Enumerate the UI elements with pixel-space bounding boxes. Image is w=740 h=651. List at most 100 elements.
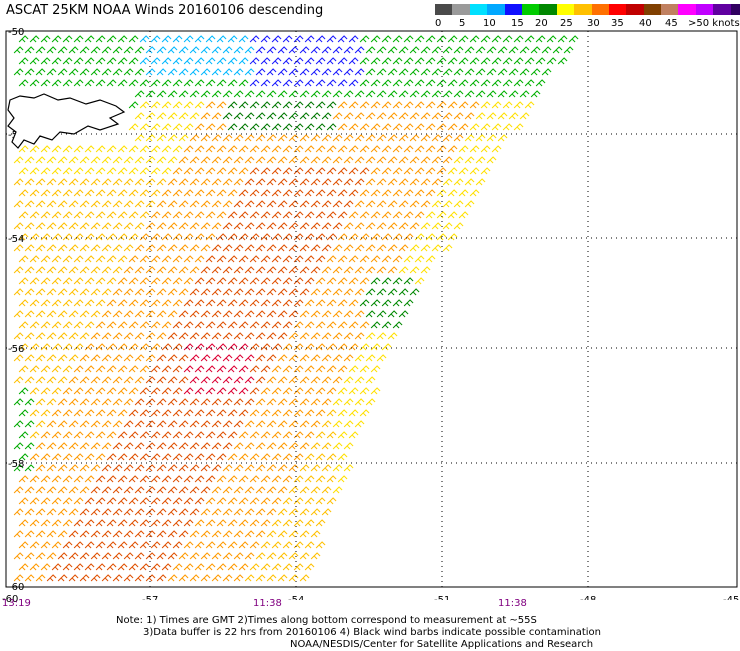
wind-barb: [79, 200, 90, 208]
wind-barb: [189, 376, 200, 384]
wind-barb: [403, 255, 414, 263]
wind-barb: [244, 178, 255, 186]
wind-barb: [24, 178, 35, 186]
legend-label: 30: [587, 18, 600, 29]
wind-barb: [106, 453, 117, 461]
wind-barb: [112, 244, 123, 252]
wind-barb: [79, 156, 90, 164]
wind-barb: [79, 310, 90, 318]
wind-barb: [458, 79, 469, 87]
wind-barb: [194, 321, 205, 329]
wind-barb: [35, 266, 46, 274]
wind-barb: [183, 211, 194, 219]
wind-barb: [260, 145, 271, 153]
wind-barb: [271, 387, 282, 395]
wind-barb: [255, 244, 266, 252]
wind-barb: [79, 376, 90, 384]
wind-barb: [222, 266, 233, 274]
wind-barb: [425, 255, 436, 263]
legend-label: 0: [435, 18, 442, 29]
wind-barb: [150, 475, 161, 483]
wind-barb: [288, 68, 299, 76]
wind-barb: [326, 497, 337, 505]
wind-barb: [464, 156, 475, 164]
wind-barb: [123, 442, 134, 450]
wind-barb: [277, 508, 288, 516]
wind-barb: [161, 167, 172, 175]
wind-barb: [348, 123, 359, 131]
wind-barb: [128, 321, 139, 329]
wind-barb: [84, 497, 95, 505]
wind-barb: [381, 211, 392, 219]
wind-barb: [211, 68, 222, 76]
wind-barb: [40, 365, 51, 373]
wind-barb: [563, 46, 574, 54]
lon-label-west-edge: -60: [2, 594, 19, 605]
wind-barb: [348, 409, 359, 417]
wind-barb: [359, 123, 370, 131]
wind-barb: [255, 310, 266, 318]
wind-barb: [35, 310, 46, 318]
wind-barb: [24, 508, 35, 516]
wind-barb: [277, 552, 288, 560]
wind-barb: [35, 398, 46, 406]
wind-barb: [233, 178, 244, 186]
wind-barb: [370, 167, 381, 175]
wind-barb: [51, 321, 62, 329]
wind-barb: [288, 464, 299, 472]
wind-barb: [315, 541, 326, 549]
wind-barb: [475, 112, 486, 120]
wind-barb: [458, 167, 469, 175]
wind-barb: [183, 189, 194, 197]
wind-barb: [244, 46, 255, 54]
wind-barb: [436, 189, 447, 197]
wind-barb: [535, 57, 546, 65]
wind-barb: [205, 189, 216, 197]
wind-barb: [337, 79, 348, 87]
wind-barb: [271, 299, 282, 307]
wind-barb: [13, 310, 24, 318]
wind-barb: [51, 167, 62, 175]
wind-barb: [134, 46, 145, 54]
wind-barb: [112, 222, 123, 230]
wind-barb: [332, 376, 343, 384]
wind-barb: [293, 299, 304, 307]
wind-barb: [46, 222, 57, 230]
wind-barb: [189, 398, 200, 406]
wind-barb: [365, 200, 376, 208]
wind-barb: [480, 145, 491, 153]
wind-barb: [299, 574, 310, 582]
wind-barb: [172, 211, 183, 219]
wind-barb: [260, 409, 271, 417]
wind-barb: [73, 321, 84, 329]
wind-barb: [255, 398, 266, 406]
wind-barb: [249, 255, 260, 263]
wind-barb: [35, 68, 46, 76]
wind-barb: [117, 541, 128, 549]
wind-barb: [255, 178, 266, 186]
wind-barb: [73, 475, 84, 483]
wind-barb: [535, 79, 546, 87]
wind-barb: [189, 134, 200, 142]
wind-barb: [387, 46, 398, 54]
wind-barb: [365, 112, 376, 120]
wind-barb: [348, 211, 359, 219]
wind-barb: [205, 123, 216, 131]
wind-barb: [139, 255, 150, 263]
wind-barb: [337, 101, 348, 109]
wind-barb: [376, 156, 387, 164]
wind-barb: [359, 189, 370, 197]
wind-barb: [266, 90, 277, 98]
wind-barb: [205, 167, 216, 175]
wind-barb: [84, 519, 95, 527]
wind-barb: [139, 35, 150, 43]
wind-barb: [266, 310, 277, 318]
wind-barb: [282, 101, 293, 109]
wind-barb: [458, 101, 469, 109]
wind-barb: [359, 299, 370, 307]
wind-barb: [24, 420, 35, 428]
wind-barb: [134, 244, 145, 252]
wind-barb: [365, 332, 376, 340]
wind-barb: [150, 497, 161, 505]
wind-barb: [222, 46, 233, 54]
